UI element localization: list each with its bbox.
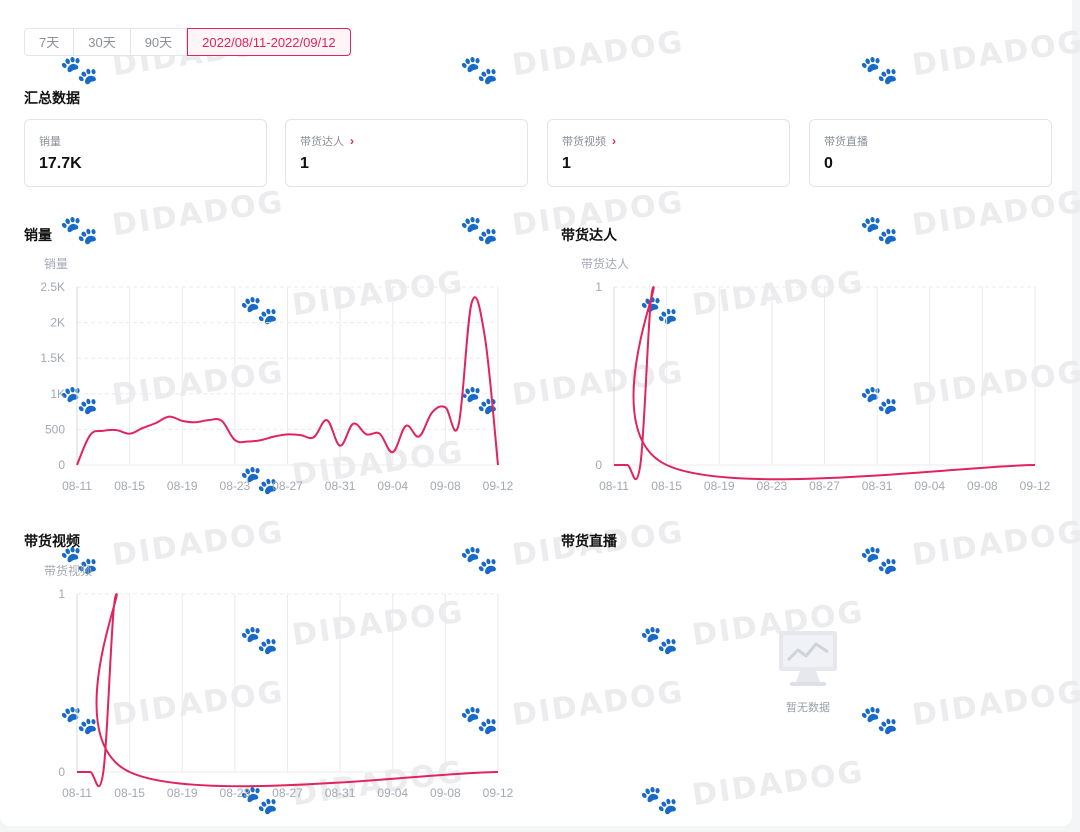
x-tick-label: 08-27 bbox=[809, 479, 840, 493]
x-tick-label: 08-31 bbox=[325, 479, 356, 493]
x-tick-label: 08-31 bbox=[325, 786, 356, 800]
watermark-text: 🐾 DIDADOG bbox=[858, 674, 1080, 741]
watermark-text: 🐾 DIDADOG bbox=[58, 184, 287, 251]
x-tick-label: 08-11 bbox=[599, 479, 629, 493]
x-tick-label: 08-19 bbox=[167, 786, 198, 800]
empty-state: 暂无数据 bbox=[760, 628, 856, 715]
x-tick-label: 09-04 bbox=[914, 479, 945, 493]
x-tick-label: 09-08 bbox=[967, 479, 998, 493]
chart-title-creators: 带货达人 bbox=[561, 227, 617, 243]
card-label: 带货达人 bbox=[300, 136, 344, 148]
x-tick-label: 09-12 bbox=[483, 786, 514, 800]
chevron-right-icon[interactable]: › bbox=[612, 134, 616, 148]
chevron-right-icon[interactable]: › bbox=[350, 134, 354, 148]
x-tick-label: 09-08 bbox=[430, 479, 461, 493]
y-tick-label: 1 bbox=[595, 280, 602, 294]
x-tick-label: 09-04 bbox=[377, 786, 408, 800]
card-value: 0 bbox=[824, 155, 833, 172]
y-tick-label: 0 bbox=[58, 458, 65, 472]
tab-90-days[interactable]: 90天 bbox=[130, 28, 188, 56]
chart-title-videos: 带货视频 bbox=[24, 533, 80, 549]
y-axis-title: 带货达人 bbox=[581, 256, 629, 271]
y-tick-label: 500 bbox=[45, 422, 65, 436]
chart-creators: 带货达人 0 1 08-11 08-15 08-19 08-23 08-27 08-31 09-0… bbox=[537, 250, 1067, 505]
creators-line-chart: 带货达人 0 1 08-11 08-15 08-19 08-23 08-27 08-31 09-0… bbox=[581, 256, 1051, 493]
y-tick-label: 1.5K bbox=[40, 351, 65, 365]
empty-state-text: 暂无数据 bbox=[786, 702, 830, 714]
card-value: 1 bbox=[300, 155, 309, 172]
watermark-text: 🐾 DIDADOG bbox=[858, 184, 1080, 251]
x-tick-label: 08-19 bbox=[167, 479, 198, 493]
summary-title: 汇总数据 bbox=[24, 90, 80, 106]
series-line bbox=[614, 286, 1036, 481]
y-tick-label: 1 bbox=[58, 587, 65, 601]
y-tick-label: 0 bbox=[595, 458, 602, 472]
chart-videos: 带货视频 0 1 08-11 08-15 08-19 08-23 08-27 08-31 09-0… bbox=[0, 557, 530, 812]
y-tick-label: 2K bbox=[50, 316, 65, 330]
card-label: 销量 bbox=[39, 136, 61, 148]
card-livestreams: 带货直播 0 bbox=[809, 119, 1052, 187]
x-tick-label: 08-23 bbox=[220, 786, 251, 800]
card-sales: 销量 17.7K bbox=[24, 119, 267, 187]
card-label: 带货直播 bbox=[824, 136, 868, 148]
x-tick-label: 08-27 bbox=[272, 786, 303, 800]
x-tick-label: 09-04 bbox=[377, 479, 408, 493]
x-tick-label: 08-15 bbox=[114, 479, 145, 493]
card-creators[interactable]: 带货达人 › 1 bbox=[285, 119, 528, 187]
videos-line-chart: 带货视频 0 1 08-11 08-15 08-19 08-23 08-27 08-31 09-0… bbox=[44, 563, 514, 800]
y-axis-title: 销量 bbox=[44, 257, 68, 271]
y-tick-label: 0 bbox=[58, 765, 65, 779]
x-tick-label: 08-11 bbox=[62, 479, 92, 493]
series-line bbox=[77, 593, 499, 788]
watermark-text: 🐾 DIDADOG bbox=[858, 514, 1080, 581]
series-line bbox=[76, 296, 499, 466]
x-tick-label: 08-27 bbox=[272, 479, 303, 493]
chart-sales: 销量 0 500 1K 1.5K 2K 2.5K 08-11 08-15 08-19 08-23 08… bbox=[0, 250, 530, 505]
x-tick-label: 08-15 bbox=[651, 479, 682, 493]
x-tick-label: 08-15 bbox=[114, 786, 145, 800]
x-tick-label: 09-08 bbox=[430, 786, 461, 800]
sales-line-chart: 销量 0 500 1K 1.5K 2K 2.5K 08-11 08-15 08-19 08-23 08… bbox=[40, 257, 514, 493]
tab-custom-range[interactable]: 2022/08/11-2022/09/12 bbox=[187, 28, 351, 56]
date-range-tabs: 7天 30天 90天 2022/08/11-2022/09/12 bbox=[24, 28, 351, 56]
card-value: 1 bbox=[562, 155, 571, 172]
y-tick-label: 2.5K bbox=[40, 280, 65, 294]
card-videos[interactable]: 带货视频 › 1 bbox=[547, 119, 790, 187]
x-tick-label: 08-19 bbox=[704, 479, 735, 493]
tab-7-days[interactable]: 7天 bbox=[24, 28, 75, 56]
chart-title-sales: 销量 bbox=[24, 227, 52, 243]
empty-chart-icon bbox=[779, 631, 837, 686]
x-tick-label: 09-12 bbox=[1020, 479, 1051, 493]
y-tick-label: 1K bbox=[50, 387, 65, 401]
x-tick-label: 08-23 bbox=[220, 479, 251, 493]
x-tick-label: 09-12 bbox=[483, 479, 514, 493]
x-tick-label: 08-11 bbox=[62, 786, 92, 800]
x-tick-label: 08-23 bbox=[757, 479, 788, 493]
tab-30-days[interactable]: 30天 bbox=[74, 28, 131, 56]
watermark-text: 🐾 DIDADOG bbox=[638, 754, 867, 821]
x-tick-label: 08-31 bbox=[862, 479, 893, 493]
y-axis-title: 带货视频 bbox=[44, 563, 92, 578]
chart-title-livestreams: 带货直播 bbox=[561, 533, 617, 549]
card-value: 17.7K bbox=[39, 155, 82, 172]
watermark-text: 🐾 DIDADOG bbox=[458, 24, 687, 91]
watermark-text: 🐾 DIDADOG bbox=[858, 24, 1080, 91]
card-label: 带货视频 bbox=[562, 136, 606, 148]
